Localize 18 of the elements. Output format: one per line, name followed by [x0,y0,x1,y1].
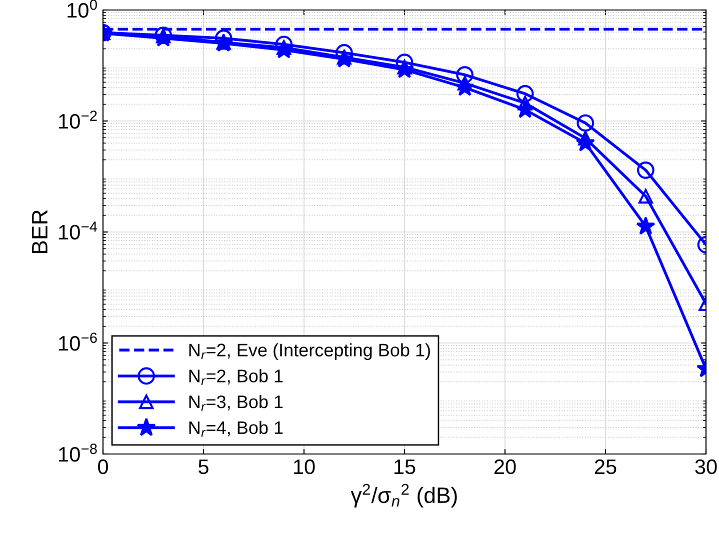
x-tick-label: 20 [494,459,516,474]
y-tick-label: 10$^{0}$ [68,0,97,18]
legend-label: N$_{r}$=3, Bob 1 [189,394,283,411]
legend-label: N$_{r}$=4, Bob 1 [189,420,283,437]
y-tick-label: 10$^{−8}$ [59,444,97,462]
y-tick-label: 10$^{−6}$ [59,332,97,351]
legend-label: N$_{r}$=2, Eve (Intercepting Bob 1) [189,343,430,360]
x-tick-label: 5 [198,460,208,474]
x-tick-label: 25 [594,459,616,474]
x-axis-title: γ$^{2}$/σ$_{n}$$^{2}$ (dB) [350,484,457,508]
x-tick-label: 30 [695,459,717,474]
legend-label: N$_{r}$=2, Bob 1 [189,369,283,386]
x-tick-label: 15 [394,460,416,474]
y-tick-label: 10$^{−2}$ [59,110,97,129]
x-tick-label: 0 [98,459,108,474]
y-tick-label: 10$^{−4}$ [59,222,98,240]
y-axis-title: BER [32,210,48,254]
x-tick-label: 10 [294,459,315,474]
